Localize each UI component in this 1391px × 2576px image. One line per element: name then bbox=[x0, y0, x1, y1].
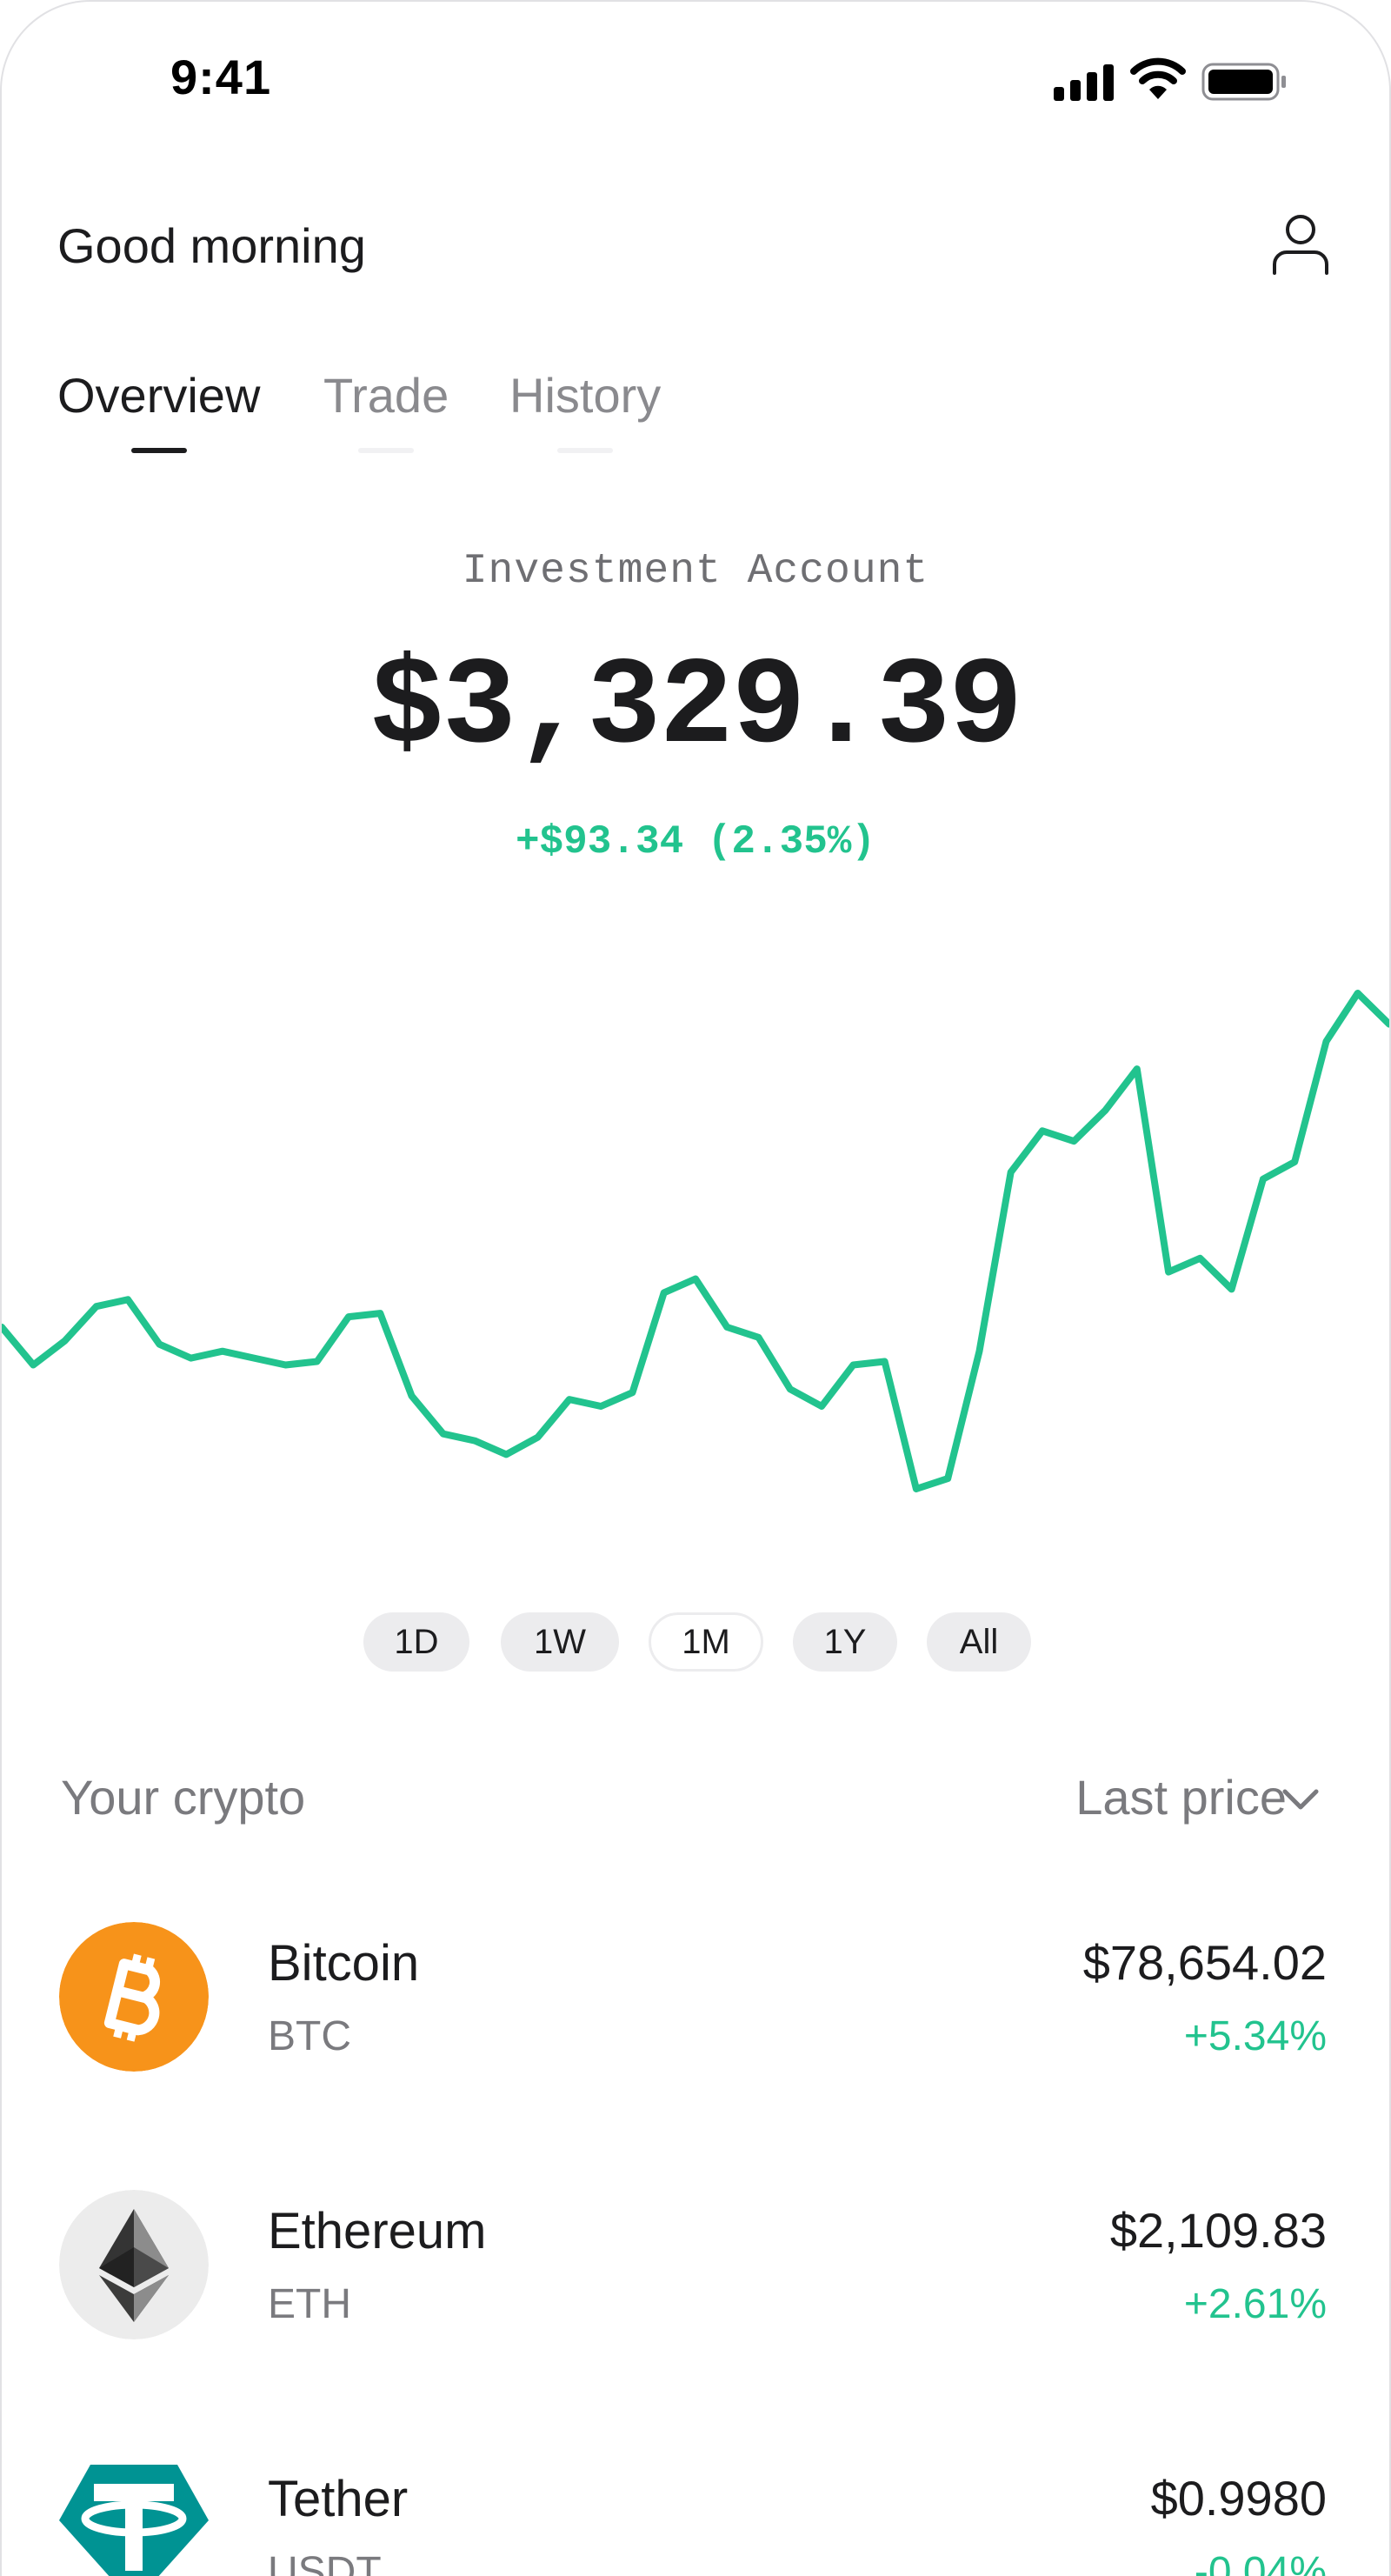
tab-history[interactable]: History bbox=[509, 367, 662, 453]
sort-dropdown-label: Last price bbox=[1075, 1770, 1287, 1825]
tab-trade[interactable]: Trade bbox=[323, 367, 449, 453]
cellular-signal-icon bbox=[1054, 64, 1114, 101]
tab-overview[interactable]: Overview bbox=[57, 367, 261, 453]
range-1w-button[interactable]: 1W bbox=[501, 1612, 619, 1672]
tab-overview-label: Overview bbox=[57, 368, 261, 423]
battery-icon bbox=[1201, 63, 1286, 101]
range-1d-button[interactable]: 1D bbox=[363, 1612, 469, 1672]
coin-symbol: ETH bbox=[268, 2281, 351, 2327]
coin-symbol: BTC bbox=[268, 2013, 351, 2059]
coin-row-tether[interactable]: Tether USDT $0.9980 -0.04% bbox=[2, 2433, 1389, 2576]
coin-change: +5.34% bbox=[1183, 2013, 1327, 2059]
coin-symbol: USDT bbox=[268, 2549, 382, 2576]
coin-name: Ethereum bbox=[268, 2203, 487, 2259]
tab-trade-indicator bbox=[358, 448, 415, 453]
portfolio-line-chart[interactable] bbox=[2, 941, 1389, 1532]
tab-trade-label: Trade bbox=[323, 368, 449, 423]
coin-price: $0.9980 bbox=[1150, 2471, 1327, 2526]
coin-change: -0.04% bbox=[1194, 2549, 1327, 2576]
coin-name: Tether bbox=[268, 2471, 409, 2527]
wifi-icon bbox=[1130, 57, 1186, 99]
tether-icon bbox=[59, 2465, 209, 2576]
ethereum-icon bbox=[59, 2190, 209, 2339]
sort-dropdown[interactable]: Last price bbox=[1075, 1769, 1287, 1825]
your-crypto-heading: Your crypto bbox=[61, 1770, 306, 1825]
account-label: Investment Account bbox=[462, 548, 929, 595]
account-balance: $3,329.39 bbox=[369, 638, 1023, 778]
status-time: 9:41 bbox=[170, 50, 272, 104]
range-1m-button[interactable]: 1M bbox=[649, 1612, 763, 1672]
bitcoin-icon bbox=[59, 1922, 209, 2072]
range-1y-button[interactable]: 1Y bbox=[793, 1612, 897, 1672]
coin-price: $2,109.83 bbox=[1109, 2203, 1327, 2258]
chart-series-line bbox=[2, 990, 1389, 1492]
coin-row-ethereum[interactable]: Ethereum ETH $2,109.83 +2.61% bbox=[2, 2166, 1389, 2374]
time-range-selector: 1D 1W 1M 1Y All bbox=[2, 1612, 1389, 1675]
coin-change: +2.61% bbox=[1183, 2281, 1327, 2327]
profile-icon bbox=[1273, 215, 1328, 275]
tab-history-indicator bbox=[557, 448, 614, 453]
profile-button[interactable] bbox=[1269, 210, 1332, 277]
coin-price: $78,654.02 bbox=[1082, 1935, 1327, 1990]
greeting-text: Good morning bbox=[57, 218, 366, 273]
tab-overview-indicator bbox=[130, 448, 187, 453]
coin-row-bitcoin[interactable]: Bitcoin BTC $78,654.02 +5.34% bbox=[2, 1898, 1389, 2106]
chevron-down-icon[interactable] bbox=[1280, 1785, 1321, 1812]
coin-name: Bitcoin bbox=[268, 1935, 420, 1992]
status-bar: 9:41 bbox=[2, 2, 1389, 158]
tab-history-label: History bbox=[509, 368, 662, 423]
range-all-button[interactable]: All bbox=[927, 1612, 1031, 1672]
account-change: +$93.34 (2.35%) bbox=[515, 819, 876, 864]
